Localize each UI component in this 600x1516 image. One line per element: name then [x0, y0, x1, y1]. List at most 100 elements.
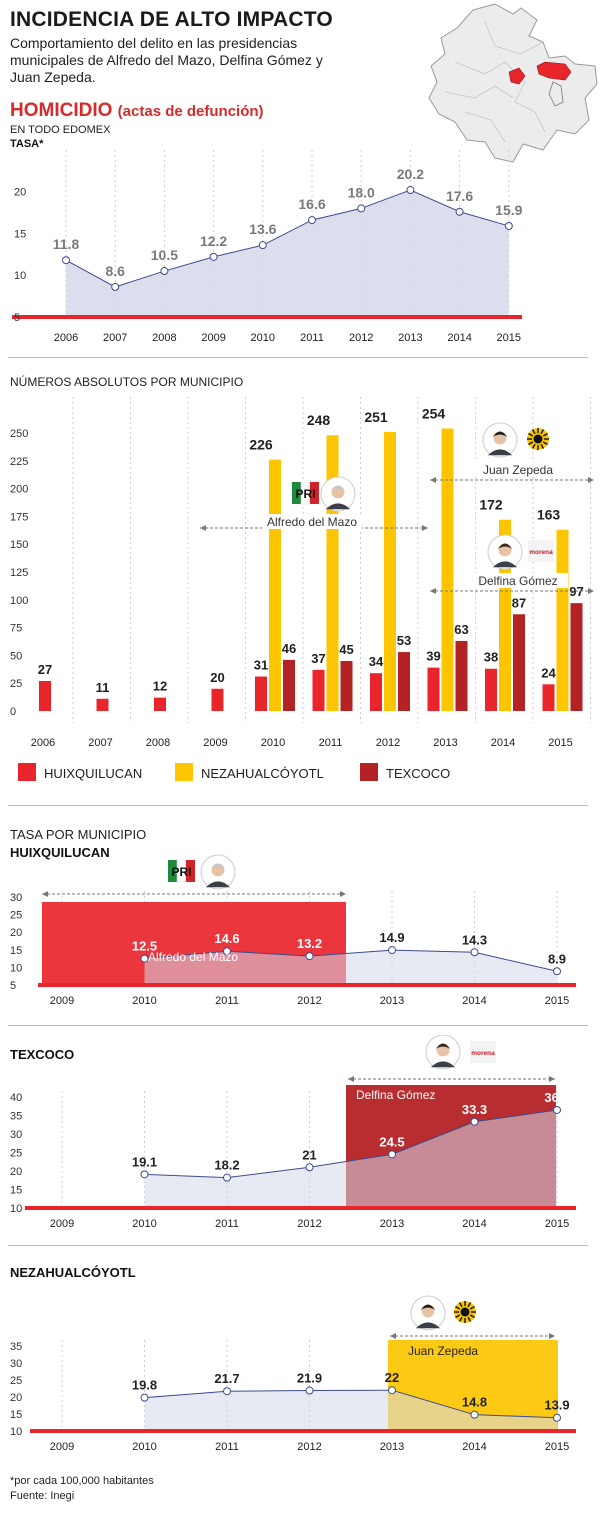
- prd-logo-ray: [467, 1316, 472, 1322]
- legend-swatch: [360, 763, 378, 781]
- y-tick-label: 10: [10, 1203, 22, 1215]
- y-tick-label: 15: [10, 945, 22, 957]
- data-label: 16.6: [298, 196, 325, 212]
- data-point: [223, 1173, 231, 1182]
- zepeda-label-bg: [474, 462, 564, 477]
- y-tick-label: 20: [10, 927, 22, 939]
- zepeda-portrait-body: [415, 1322, 441, 1329]
- footnote-source: Fuente: Inegi: [10, 1490, 75, 1502]
- data-point: [111, 282, 120, 291]
- data-label: 20.2: [397, 166, 424, 182]
- data-label: 21.9: [297, 1371, 322, 1386]
- gomez-arrow-head-left: [348, 1076, 354, 1082]
- zepeda-arrow-head-left: [430, 477, 436, 483]
- x-tick-label: 2014: [491, 737, 515, 749]
- bar-label: 172: [479, 497, 503, 513]
- y-tick-label: 40: [10, 1092, 22, 1104]
- rate-line: [65, 189, 509, 288]
- section-divider: [8, 805, 588, 806]
- mazo-label: Alfredo del Mazo: [148, 950, 238, 964]
- bar-label: 163: [537, 507, 561, 523]
- x-tick-label: 2010: [132, 1441, 156, 1453]
- data-point: [470, 1117, 479, 1126]
- y-tick-label: 200: [10, 484, 28, 496]
- x-tick-label: 2014: [462, 1441, 486, 1453]
- homicide-heading: HOMICIDIO (actas de defunción): [10, 100, 264, 122]
- morena-logo-wordmark: morena: [529, 549, 553, 556]
- mazo-arrow-head-right: [340, 891, 346, 897]
- y-tick-label: 0: [10, 706, 16, 718]
- data-label: 22: [385, 1370, 399, 1385]
- zepeda-arrow-head-right: [549, 1333, 555, 1339]
- section-divider: [8, 357, 588, 358]
- prd-logo-ray: [458, 1316, 463, 1322]
- x-tick-label: 2013: [398, 332, 422, 344]
- rate-area: [144, 950, 557, 985]
- bar-texcoco: [283, 659, 295, 711]
- y-tick-label: 10: [10, 962, 22, 974]
- abs-section-title: NÚMEROS ABSOLUTOS POR MUNICIPIO: [10, 375, 244, 389]
- bar-huixquilucan: [255, 676, 267, 711]
- x-tick-label: 2007: [103, 332, 127, 344]
- data-label: 21: [302, 1147, 316, 1162]
- bar-texcoco: [570, 603, 583, 711]
- data-label: 24.5: [379, 1134, 404, 1149]
- huixquilucan-title: HUIXQUILUCAN: [10, 845, 110, 860]
- data-label: 15.9: [495, 202, 522, 218]
- bar-texcoco: [398, 652, 410, 711]
- x-tick-label: 2009: [203, 737, 227, 749]
- y-tick-label: 30: [10, 892, 22, 904]
- x-tick-label: 2015: [545, 1218, 569, 1230]
- x-tick-label: 2011: [215, 1441, 239, 1453]
- zepeda-portrait-hair: [492, 431, 508, 437]
- homicide-note: (actas de defunción): [117, 103, 264, 120]
- bar-label: 46: [282, 641, 296, 656]
- legend-swatch: [175, 763, 193, 781]
- absolute-numbers-chart: 2502252001751501251007550250272006112007…: [10, 397, 594, 749]
- gomez-portrait-body: [492, 561, 518, 568]
- bar-label: 38: [484, 650, 498, 665]
- x-tick-label: 2014: [447, 332, 471, 344]
- x-tick-label: 2008: [152, 332, 176, 344]
- x-tick-label: 2009: [50, 1441, 74, 1453]
- x-tick-label: 2009: [201, 332, 225, 344]
- zepeda-arrow-head-left: [390, 1333, 396, 1339]
- bar-label: 97: [569, 584, 583, 599]
- y-tick-label: 25: [10, 1375, 22, 1387]
- prd-logo-ray: [540, 429, 545, 435]
- data-point: [406, 186, 415, 195]
- y-tick-label: 30: [10, 1129, 22, 1141]
- data-point: [140, 954, 149, 963]
- data-label: 18.2: [214, 1158, 239, 1173]
- texcoco-rate-chart: 19.1 18.22124.533.336.5403530252015102009…: [10, 1035, 576, 1230]
- prd-logo-ray: [528, 441, 534, 446]
- y-tick-label: 20: [14, 187, 26, 199]
- state-map-icon: [428, 3, 598, 163]
- bar-label: 53: [397, 633, 411, 648]
- bar-huixquilucan: [154, 697, 166, 711]
- data-label: 8.9: [548, 951, 566, 966]
- bar-neza: [269, 459, 281, 711]
- mazo-portrait-body: [205, 881, 231, 888]
- bar-huixquilucan: [312, 669, 325, 711]
- prd-logo-ray: [531, 429, 536, 435]
- y-tick-label: 50: [10, 650, 22, 662]
- bar-label: 251: [364, 409, 388, 425]
- bar-texcoco: [513, 614, 525, 711]
- x-tick-label: 2015: [497, 332, 521, 344]
- data-point: [305, 952, 314, 961]
- y-tick-label: 35: [10, 1111, 22, 1123]
- rate-label: TASA*: [10, 138, 44, 150]
- gomez-portrait-body: [430, 1061, 456, 1068]
- x-tick-label: 2015: [545, 1441, 569, 1453]
- data-point: [258, 241, 267, 250]
- prd-logo-ray: [455, 1305, 461, 1310]
- data-label: 36.5: [544, 1090, 569, 1105]
- x-tick-label: 2009: [50, 995, 74, 1007]
- data-point: [223, 1387, 231, 1396]
- prd-logo-ray: [540, 443, 545, 449]
- data-point: [209, 252, 218, 261]
- y-tick-label: 20: [10, 1392, 22, 1404]
- y-tick-label: 125: [10, 567, 28, 579]
